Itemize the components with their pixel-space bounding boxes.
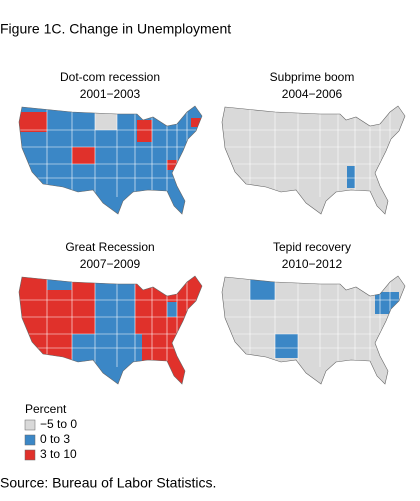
source-note: Source: Bureau of Labor Statistics. (0, 475, 216, 491)
region (275, 334, 298, 358)
map (221, 105, 406, 215)
map (18, 275, 203, 385)
legend-swatch (24, 434, 36, 446)
region (117, 300, 135, 317)
region (347, 166, 355, 188)
legend-label: −5 to 0 (40, 417, 77, 431)
panel-period: 2004−2006 (282, 87, 343, 101)
region (19, 112, 47, 132)
region (137, 120, 152, 142)
region (250, 278, 275, 300)
panel-title: Tepid recovery (273, 240, 351, 254)
legend-swatch (24, 449, 36, 461)
panel-period: 2010−2012 (282, 257, 343, 271)
legend-label: 0 to 3 (40, 432, 70, 446)
figure-title: Figure 1C. Change in Unemployment (0, 21, 231, 37)
region (167, 160, 177, 170)
region (375, 292, 399, 314)
legend-title: Percent (25, 402, 67, 416)
panel-title: Dot-com recession (60, 70, 160, 84)
map (18, 105, 203, 215)
region (95, 106, 117, 130)
panel-period: 2007−2009 (80, 257, 141, 271)
panel-title: Great Recession (65, 240, 154, 254)
region (167, 302, 177, 317)
map (221, 275, 406, 385)
legend-swatch (24, 419, 36, 431)
region (72, 147, 95, 164)
region (191, 118, 201, 127)
legend-label: 3 to 10 (40, 447, 77, 461)
panel-period: 2001−2003 (80, 87, 141, 101)
panel-title: Subprime boom (270, 70, 355, 84)
